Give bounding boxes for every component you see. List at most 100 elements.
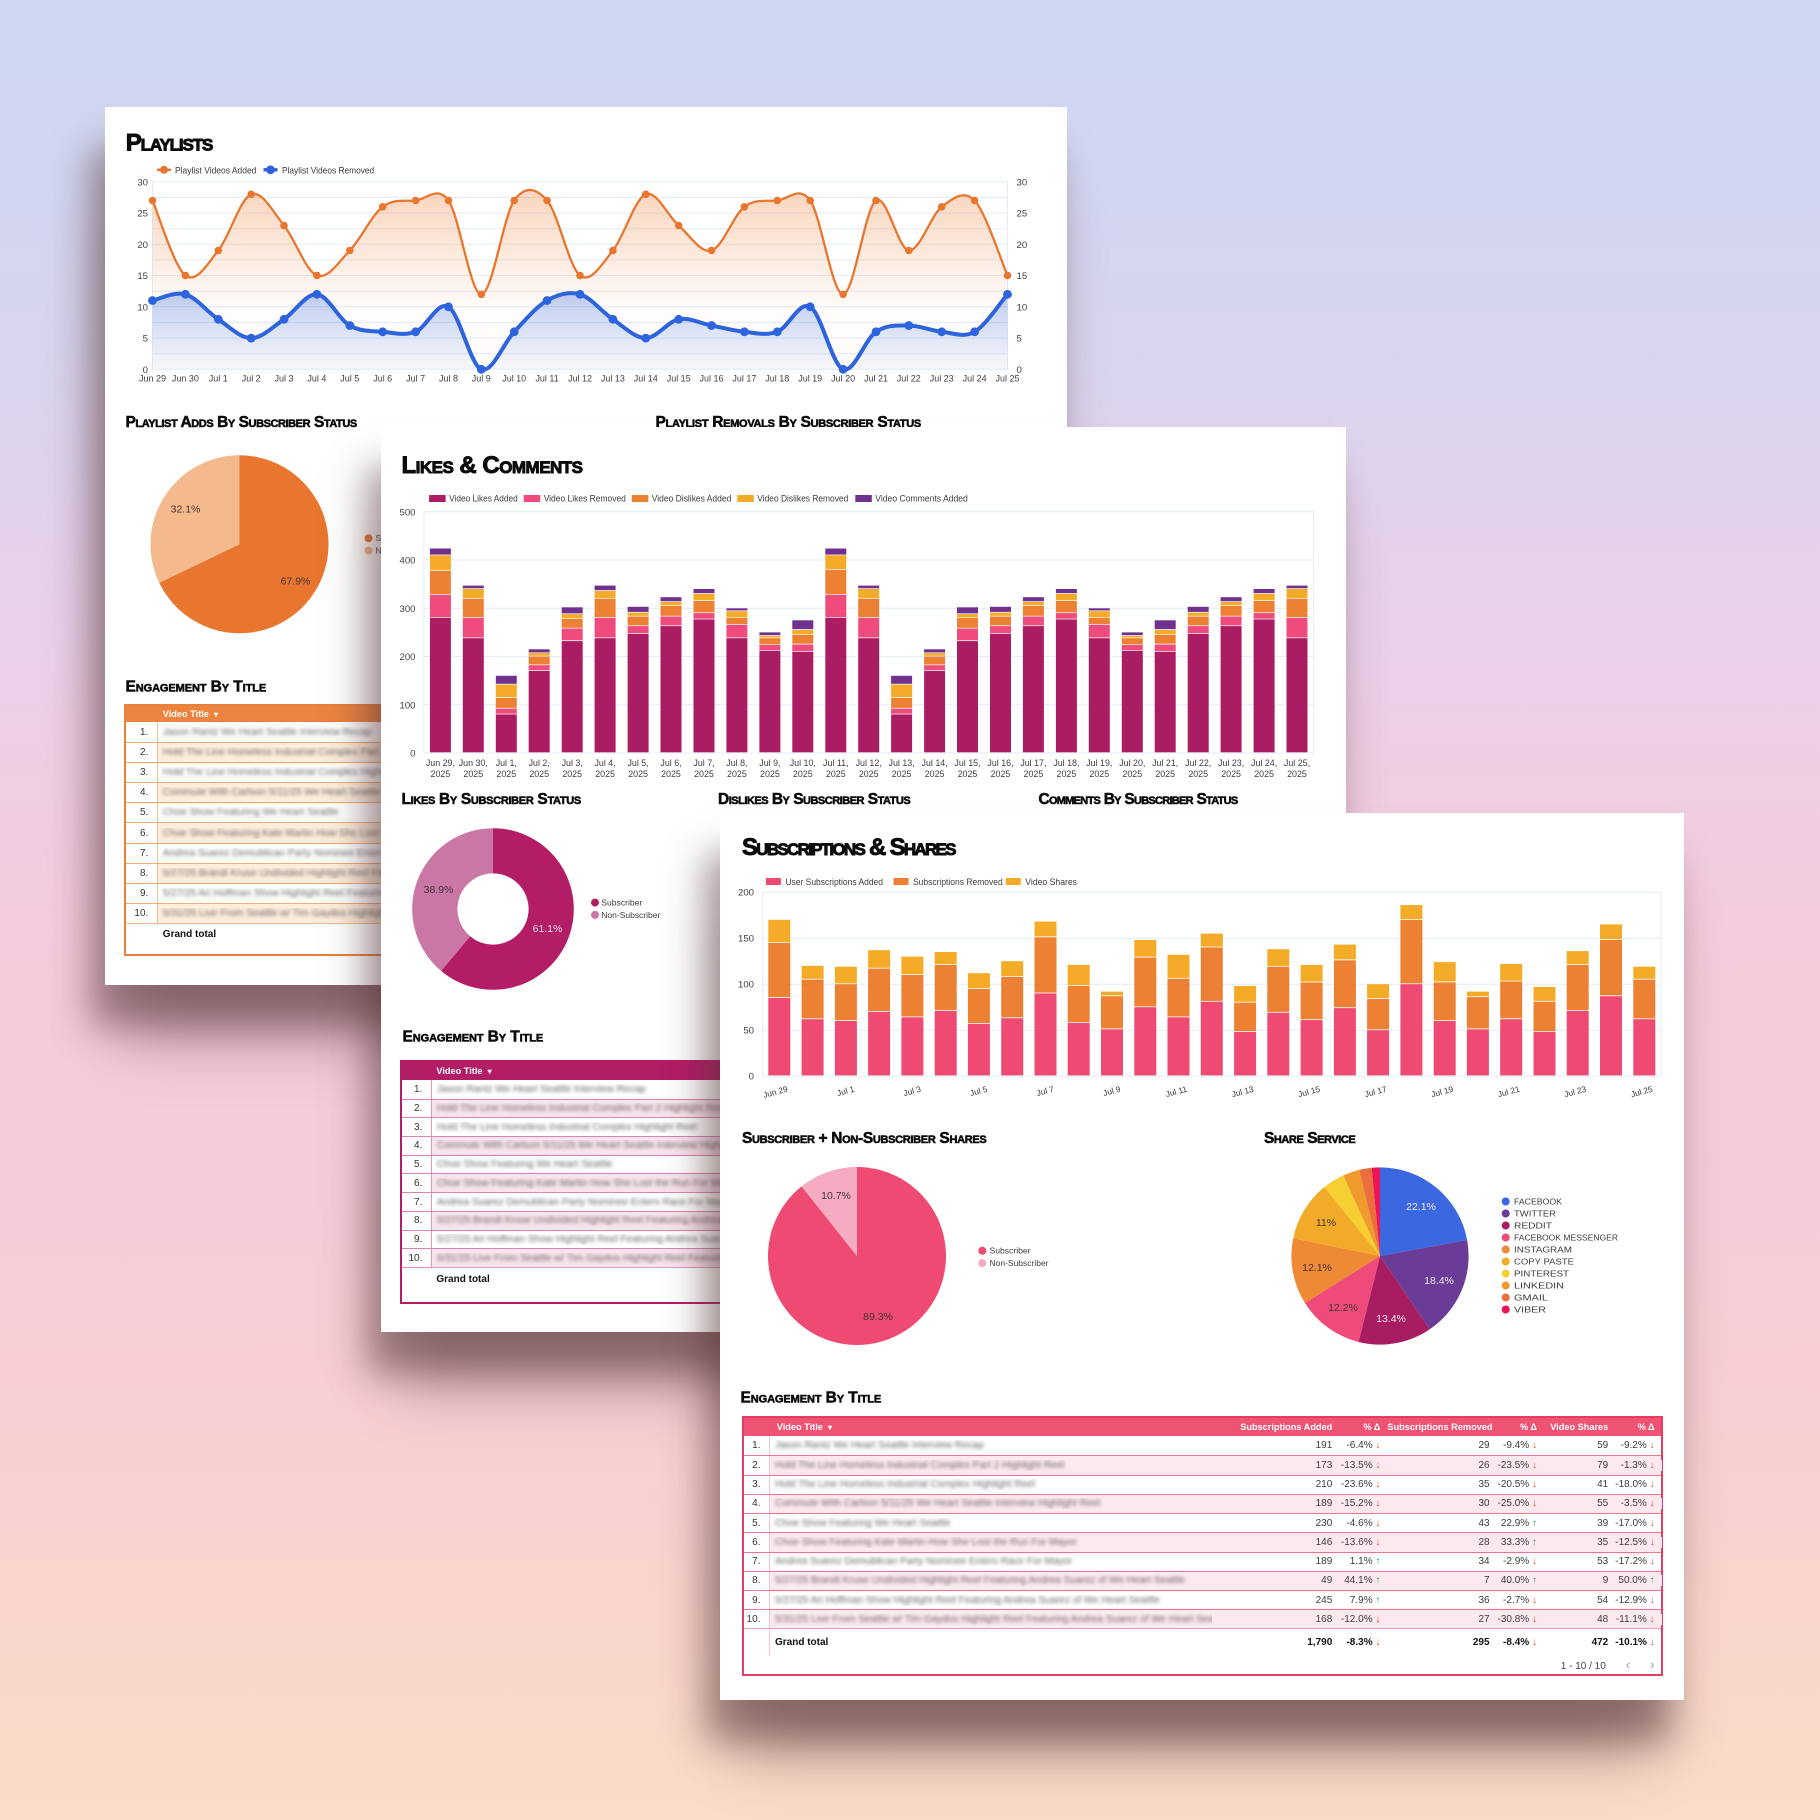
svg-text:Engagement By Title: Engagement By Title — [402, 1029, 543, 1046]
svg-text:500: 500 — [399, 507, 415, 518]
svg-text:5: 5 — [142, 333, 147, 344]
svg-text:Jul 7: Jul 7 — [1035, 1084, 1055, 1098]
svg-text:Video Likes Added: Video Likes Added — [449, 494, 518, 504]
svg-text:Jul 5,: Jul 5, — [627, 758, 648, 768]
svg-text:Jul 10: Jul 10 — [502, 373, 526, 383]
svg-text:200: 200 — [738, 888, 754, 899]
svg-text:2025: 2025 — [1254, 769, 1274, 779]
svg-text:Jul 8,: Jul 8, — [726, 758, 747, 768]
svg-text:2025: 2025 — [792, 769, 812, 779]
svg-text:Jul 25: Jul 25 — [1630, 1084, 1655, 1100]
svg-text:Jul 6: Jul 6 — [373, 373, 392, 383]
svg-text:Jul 19: Jul 19 — [1430, 1084, 1455, 1100]
svg-text:Video Shares: Video Shares — [1025, 877, 1077, 887]
svg-text:TWITTER: TWITTER — [1514, 1209, 1556, 1219]
svg-text:Jul 20,: Jul 20, — [1119, 758, 1145, 768]
svg-text:Jul 14,: Jul 14, — [921, 758, 947, 768]
svg-text:Playlist Videos Removed: Playlist Videos Removed — [282, 165, 374, 175]
svg-text:2025: 2025 — [825, 769, 845, 779]
svg-text:Video Likes Removed: Video Likes Removed — [543, 494, 625, 504]
svg-text:0: 0 — [142, 364, 147, 375]
svg-text:Subscriptions Removed: Subscriptions Removed — [913, 877, 1003, 887]
svg-text:Non-Subscriber: Non-Subscriber — [990, 1258, 1049, 1268]
svg-text:COPY PASTE: COPY PASTE — [1514, 1257, 1575, 1267]
svg-text:32.1%: 32.1% — [170, 504, 200, 515]
svg-text:Dislikes By Subscriber Status: Dislikes By Subscriber Status — [718, 791, 911, 808]
svg-text:15: 15 — [137, 271, 148, 282]
svg-text:Jul 14: Jul 14 — [633, 373, 657, 383]
svg-text:2025: 2025 — [496, 769, 516, 779]
svg-text:Share Service: Share Service — [1264, 1130, 1356, 1147]
svg-text:Jul 9: Jul 9 — [1102, 1084, 1122, 1098]
svg-text:FACEBOOK MESSENGER: FACEBOOK MESSENGER — [1514, 1233, 1618, 1243]
svg-text:Likes & Comments: Likes & Comments — [401, 452, 583, 479]
svg-text:2025: 2025 — [1155, 769, 1175, 779]
svg-text:20: 20 — [137, 239, 148, 250]
svg-text:2025: 2025 — [1221, 769, 1241, 779]
svg-text:Jul 21: Jul 21 — [864, 373, 888, 383]
svg-text:15: 15 — [1016, 271, 1027, 282]
svg-text:Jul 3: Jul 3 — [902, 1084, 922, 1098]
svg-text:2025: 2025 — [661, 769, 681, 779]
svg-text:25: 25 — [137, 208, 148, 219]
svg-text:Jul 17: Jul 17 — [1363, 1084, 1388, 1100]
svg-text:Jul 11,: Jul 11, — [823, 758, 849, 768]
svg-text:Engagement By Title: Engagement By Title — [125, 678, 266, 695]
svg-text:Jul 22,: Jul 22, — [1185, 758, 1211, 768]
svg-text:Jul 1: Jul 1 — [836, 1084, 856, 1098]
svg-text:2025: 2025 — [694, 769, 714, 779]
svg-text:Jul 24: Jul 24 — [962, 373, 986, 383]
svg-text:INSTAGRAM: INSTAGRAM — [1514, 1245, 1572, 1255]
svg-text:100: 100 — [738, 980, 754, 991]
svg-text:2025: 2025 — [1056, 769, 1076, 779]
svg-text:25: 25 — [1016, 208, 1027, 219]
svg-text:PINTEREST: PINTEREST — [1514, 1269, 1569, 1279]
svg-text:Playlist Adds By Subscriber St: Playlist Adds By Subscriber Status — [125, 413, 357, 430]
svg-text:Jun 29,: Jun 29, — [425, 758, 454, 768]
svg-text:Jul 10,: Jul 10, — [789, 758, 815, 768]
svg-text:Jul 6,: Jul 6, — [660, 758, 681, 768]
svg-text:Jul 13: Jul 13 — [600, 373, 624, 383]
svg-text:Playlist Removals By Subscribe: Playlist Removals By Subscriber Status — [655, 413, 921, 430]
svg-text:18.4%: 18.4% — [1424, 1275, 1454, 1287]
svg-text:0: 0 — [1016, 364, 1021, 375]
svg-text:Jul 19: Jul 19 — [798, 373, 822, 383]
svg-text:Jul 2: Jul 2 — [241, 373, 260, 383]
svg-text:Jul 16,: Jul 16, — [987, 758, 1013, 768]
svg-text:Jul 21: Jul 21 — [1497, 1084, 1522, 1100]
svg-text:2025: 2025 — [595, 769, 615, 779]
svg-text:Jul 22: Jul 22 — [896, 373, 920, 383]
svg-text:Jul 11: Jul 11 — [535, 373, 558, 383]
svg-text:10.7%: 10.7% — [821, 1190, 851, 1202]
svg-text:Jul 12,: Jul 12, — [855, 758, 881, 768]
svg-text:12.1%: 12.1% — [1302, 1262, 1332, 1274]
svg-text:Jul 9: Jul 9 — [471, 373, 490, 383]
svg-text:2025: 2025 — [990, 769, 1010, 779]
svg-text:GMAIL: GMAIL — [1514, 1293, 1548, 1303]
svg-text:89.3%: 89.3% — [863, 1311, 893, 1323]
svg-text:Jul 1,: Jul 1, — [495, 758, 516, 768]
svg-text:Jul 25: Jul 25 — [995, 373, 1019, 383]
svg-text:2025: 2025 — [924, 769, 944, 779]
svg-text:Jul 12: Jul 12 — [568, 373, 592, 383]
svg-text:Jul 15,: Jul 15, — [954, 758, 980, 768]
svg-text:Jul 25,: Jul 25, — [1283, 758, 1309, 768]
svg-text:Jul 18,: Jul 18, — [1053, 758, 1079, 768]
svg-text:150: 150 — [738, 934, 754, 945]
svg-text:400: 400 — [399, 556, 415, 567]
svg-text:300: 300 — [399, 604, 415, 615]
svg-text:10: 10 — [137, 302, 148, 313]
svg-text:Playlist Videos Added: Playlist Videos Added — [175, 165, 256, 175]
svg-text:Jul 5: Jul 5 — [969, 1084, 989, 1098]
svg-text:User Subscriptions Added: User Subscriptions Added — [785, 877, 883, 887]
svg-text:Video Dislikes Added: Video Dislikes Added — [651, 494, 731, 504]
svg-text:2025: 2025 — [727, 769, 747, 779]
svg-text:30: 30 — [137, 177, 148, 188]
svg-text:2025: 2025 — [1188, 769, 1208, 779]
svg-text:Engagement By Title: Engagement By Title — [741, 1390, 882, 1407]
svg-text:38.9%: 38.9% — [423, 884, 453, 896]
svg-text:Jul 17,: Jul 17, — [1020, 758, 1046, 768]
svg-text:Jul 18: Jul 18 — [765, 373, 789, 383]
svg-text:12.2%: 12.2% — [1328, 1302, 1358, 1314]
svg-text:Jul 13: Jul 13 — [1230, 1084, 1255, 1100]
